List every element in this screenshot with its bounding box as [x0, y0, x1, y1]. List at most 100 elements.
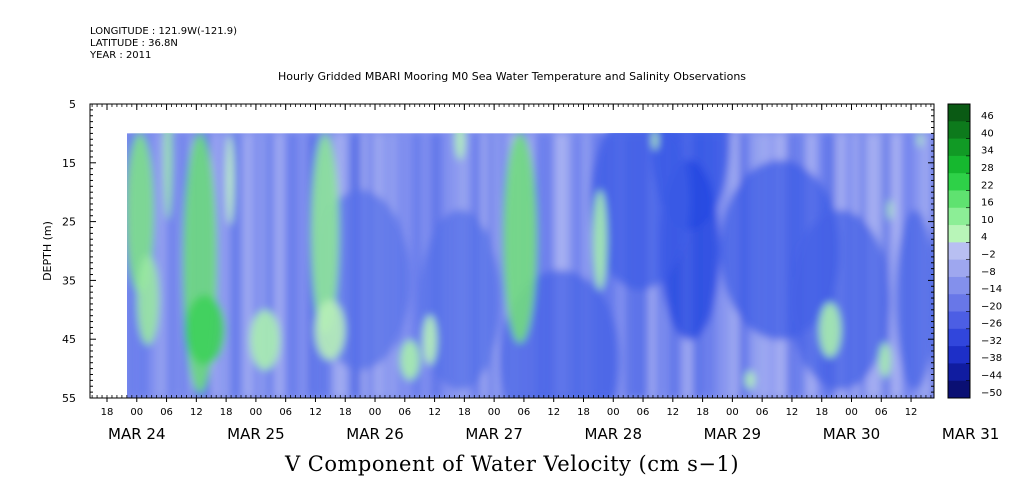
heatmap-streak — [547, 133, 556, 398]
colorbar-segment — [948, 276, 970, 295]
colorbar-segment — [948, 259, 970, 278]
colorbar-tick-label: 28 — [981, 163, 994, 174]
x-day-label: MAR 30 — [823, 425, 880, 443]
y-tick-label: 55 — [62, 392, 76, 405]
heatmap-streak — [217, 133, 225, 398]
heatmap-positive-band — [250, 310, 280, 370]
heatmap-positive-band — [127, 133, 154, 294]
x-tick-label: 00 — [130, 407, 143, 418]
x-tick-label: 06 — [637, 407, 650, 418]
x-tick-label: 18 — [815, 407, 828, 418]
x-tick-label: 18 — [220, 407, 233, 418]
colorbar-segment — [948, 207, 970, 226]
colorbar-segment — [948, 190, 970, 209]
colorbar-tick-label: −38 — [981, 353, 1002, 364]
y-tick-label: 15 — [62, 157, 76, 170]
colorbar-tick-label: 40 — [981, 128, 994, 139]
colorbar-tick-label: −2 — [981, 249, 996, 260]
x-tick-label: 12 — [309, 407, 322, 418]
heatmap-streak — [229, 133, 236, 398]
year-label: YEAR : 2011 — [90, 50, 152, 61]
heatmap-streak — [301, 133, 310, 398]
heatmap-streak — [175, 133, 182, 398]
colorbar-tick-label: −32 — [981, 336, 1002, 347]
colorbar-tick-label: −20 — [981, 301, 1002, 312]
heatmap-field — [127, 133, 934, 398]
colorbar-segment — [948, 225, 970, 243]
heatmap-streak — [583, 133, 591, 398]
colorbar-segment — [948, 363, 970, 382]
colorbar-tick-label: 16 — [981, 198, 994, 209]
x-day-label: MAR 29 — [704, 425, 761, 443]
x-tick-label: 12 — [547, 407, 560, 418]
heatmap-streak — [559, 133, 568, 398]
heatmap-streak — [883, 133, 893, 398]
heatmap-streak — [541, 133, 551, 398]
x-tick-label: 06 — [279, 407, 292, 418]
heatmap-streak — [271, 133, 279, 398]
heatmap-positive-band — [455, 133, 465, 160]
y-tick-label: 45 — [62, 333, 76, 346]
colorbar-segment — [948, 138, 970, 157]
colorbar-tick-label: 34 — [981, 146, 994, 157]
colorbar-segment — [948, 294, 970, 313]
x-tick-label: 00 — [726, 407, 739, 418]
heatmap-streak — [409, 133, 419, 398]
heatmap-streak — [157, 133, 167, 398]
heatmap-positive-band — [745, 371, 755, 389]
colorbar-tick-label: −44 — [981, 371, 1002, 382]
heatmap-negative-core — [790, 210, 890, 390]
heatmap-negative-core — [420, 210, 500, 390]
heatmap-streak — [277, 133, 286, 398]
heatmap-positive-band — [423, 315, 437, 365]
x-tick-label: 00 — [250, 407, 263, 418]
heatmap-positive-band — [226, 135, 234, 225]
heatmap-positive-band — [137, 255, 159, 345]
heatmap-streak — [259, 133, 269, 398]
heatmap-streak — [565, 133, 573, 398]
longitude-label: LONGITUDE : 121.9W(-121.9) — [90, 26, 237, 37]
x-tick-label: 06 — [160, 407, 173, 418]
colorbar-tick-label: −50 — [981, 388, 1002, 399]
heatmap-streak — [571, 133, 581, 398]
heatmap-streak — [241, 133, 251, 398]
x-tick-label: 00 — [845, 407, 858, 418]
x-tick-label: 06 — [875, 407, 888, 418]
x-tick-label: 12 — [666, 407, 679, 418]
x-tick-label: 00 — [488, 407, 501, 418]
heatmap-streak — [589, 133, 598, 398]
heatmap-streak — [223, 133, 233, 398]
heatmap-positive-band — [887, 200, 893, 220]
heatmap-streak — [415, 133, 425, 398]
y-tick-label: 35 — [62, 274, 76, 287]
heatmap-positive-band — [311, 133, 339, 334]
colorbar-tick-label: 10 — [981, 215, 994, 226]
heatmap-streak — [283, 133, 290, 398]
chart-title: Hourly Gridded MBARI Mooring M0 Sea Wate… — [277, 70, 747, 83]
colorbar-tick-label: −14 — [981, 284, 1002, 295]
heatmap-positive-band — [315, 300, 345, 360]
heatmap-negative-core — [590, 133, 690, 290]
colorbar-segment — [948, 242, 970, 261]
y-tick-label: 25 — [62, 216, 76, 229]
x-axis-title: V Component of Water Velocity (cm s−1) — [284, 452, 740, 476]
x-tick-label: 18 — [339, 407, 352, 418]
heatmap-positive-band — [917, 133, 923, 147]
x-tick-label: 06 — [756, 407, 769, 418]
heatmap-streak — [889, 133, 899, 398]
x-tick-label: 18 — [696, 407, 709, 418]
colorbar-segment — [948, 155, 970, 174]
colorbar-segment — [948, 380, 970, 399]
heatmap-streak — [253, 133, 263, 398]
heatmap-streak — [235, 133, 243, 398]
x-tick-label: 18 — [458, 407, 471, 418]
heatmap-positive-band — [879, 342, 891, 378]
x-tick-label: 18 — [577, 407, 590, 418]
x-tick-label: 06 — [398, 407, 411, 418]
heatmap-streak — [163, 133, 170, 398]
x-tick-label: 18 — [101, 407, 114, 418]
x-day-label: MAR 27 — [465, 425, 522, 443]
x-tick-label: 00 — [369, 407, 382, 418]
colorbar-segment — [948, 311, 970, 330]
